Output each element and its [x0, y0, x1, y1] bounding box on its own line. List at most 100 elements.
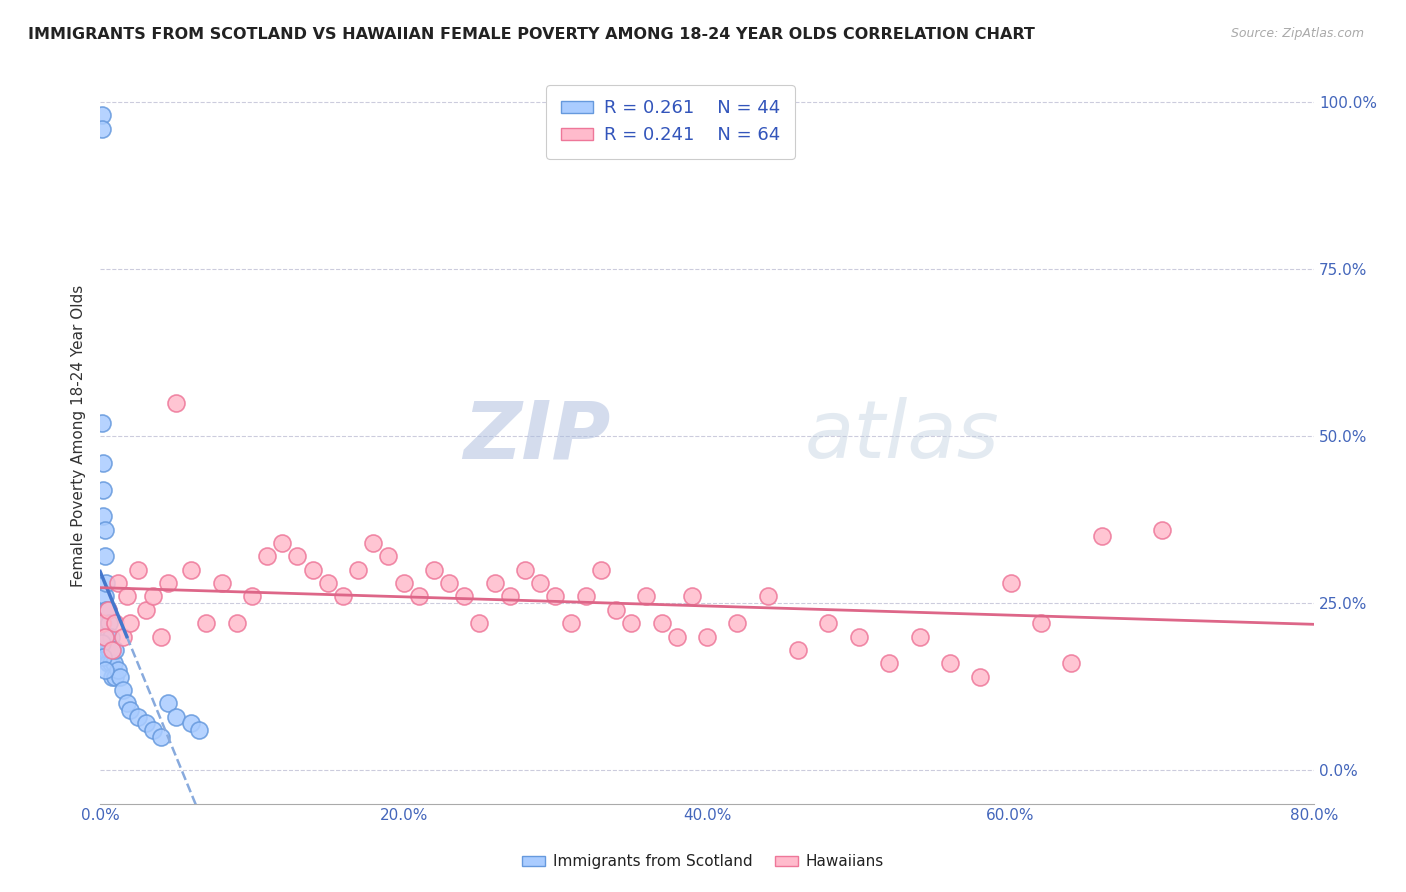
Point	[377, 549, 399, 564]
Point	[93, 590, 115, 604]
Point	[180, 563, 202, 577]
Point	[142, 723, 165, 738]
Point	[195, 616, 218, 631]
Point	[453, 590, 475, 604]
Point	[437, 576, 460, 591]
Point	[361, 536, 384, 550]
Point	[98, 616, 121, 631]
Point	[271, 536, 294, 550]
Legend: R = 0.261    N = 44, R = 0.241    N = 64: R = 0.261 N = 44, R = 0.241 N = 64	[547, 85, 794, 159]
Point	[696, 630, 718, 644]
Text: ZIP: ZIP	[463, 397, 610, 475]
Point	[408, 590, 430, 604]
Point	[91, 509, 114, 524]
Point	[120, 616, 142, 631]
Point	[149, 630, 172, 644]
Point	[529, 576, 551, 591]
Point	[97, 657, 120, 671]
Point	[316, 576, 339, 591]
Point	[93, 630, 115, 644]
Point	[1029, 616, 1052, 631]
Point	[165, 395, 187, 409]
Point	[484, 576, 506, 591]
Point	[97, 630, 120, 644]
Point	[90, 630, 112, 644]
Text: IMMIGRANTS FROM SCOTLAND VS HAWAIIAN FEMALE POVERTY AMONG 18-24 YEAR OLDS CORREL: IMMIGRANTS FROM SCOTLAND VS HAWAIIAN FEM…	[28, 27, 1035, 42]
Point	[101, 643, 124, 657]
Point	[98, 643, 121, 657]
Point	[104, 616, 127, 631]
Point	[91, 483, 114, 497]
Point	[651, 616, 673, 631]
Point	[104, 670, 127, 684]
Point	[165, 710, 187, 724]
Point	[91, 649, 114, 664]
Point	[100, 630, 122, 644]
Point	[93, 663, 115, 677]
Point	[787, 643, 810, 657]
Point	[104, 643, 127, 657]
Point	[620, 616, 643, 631]
Point	[96, 603, 118, 617]
Point	[91, 456, 114, 470]
Point	[877, 657, 900, 671]
Point	[90, 121, 112, 136]
Point	[1000, 576, 1022, 591]
Legend: Immigrants from Scotland, Hawaiians: Immigrants from Scotland, Hawaiians	[516, 848, 890, 875]
Point	[1152, 523, 1174, 537]
Point	[93, 523, 115, 537]
Point	[1091, 529, 1114, 543]
Point	[108, 670, 131, 684]
Y-axis label: Female Poverty Among 18-24 Year Olds: Female Poverty Among 18-24 Year Olds	[72, 285, 86, 587]
Point	[908, 630, 931, 644]
Point	[187, 723, 209, 738]
Point	[101, 643, 124, 657]
Point	[817, 616, 839, 631]
Point	[120, 703, 142, 717]
Point	[347, 563, 370, 577]
Point	[107, 576, 129, 591]
Point	[96, 576, 118, 591]
Point	[93, 549, 115, 564]
Point	[157, 697, 180, 711]
Point	[665, 630, 688, 644]
Point	[135, 603, 157, 617]
Point	[127, 563, 149, 577]
Point	[287, 549, 309, 564]
Point	[423, 563, 446, 577]
Point	[127, 710, 149, 724]
Point	[103, 657, 125, 671]
Point	[111, 630, 134, 644]
Point	[636, 590, 658, 604]
Point	[93, 630, 115, 644]
Point	[211, 576, 233, 591]
Point	[100, 657, 122, 671]
Point	[332, 590, 354, 604]
Point	[848, 630, 870, 644]
Point	[97, 603, 120, 617]
Point	[513, 563, 536, 577]
Point	[90, 643, 112, 657]
Point	[605, 603, 627, 617]
Point	[135, 716, 157, 731]
Point	[468, 616, 491, 631]
Point	[225, 616, 247, 631]
Point	[560, 616, 582, 631]
Point	[544, 590, 567, 604]
Point	[107, 663, 129, 677]
Point	[90, 636, 112, 650]
Point	[499, 590, 522, 604]
Point	[96, 643, 118, 657]
Point	[91, 616, 114, 631]
Point	[969, 670, 991, 684]
Point	[589, 563, 612, 577]
Point	[727, 616, 749, 631]
Text: Source: ZipAtlas.com: Source: ZipAtlas.com	[1230, 27, 1364, 40]
Point	[111, 683, 134, 698]
Point	[301, 563, 323, 577]
Point	[97, 603, 120, 617]
Point	[157, 576, 180, 591]
Point	[90, 616, 112, 631]
Text: atlas: atlas	[804, 397, 1000, 475]
Point	[142, 590, 165, 604]
